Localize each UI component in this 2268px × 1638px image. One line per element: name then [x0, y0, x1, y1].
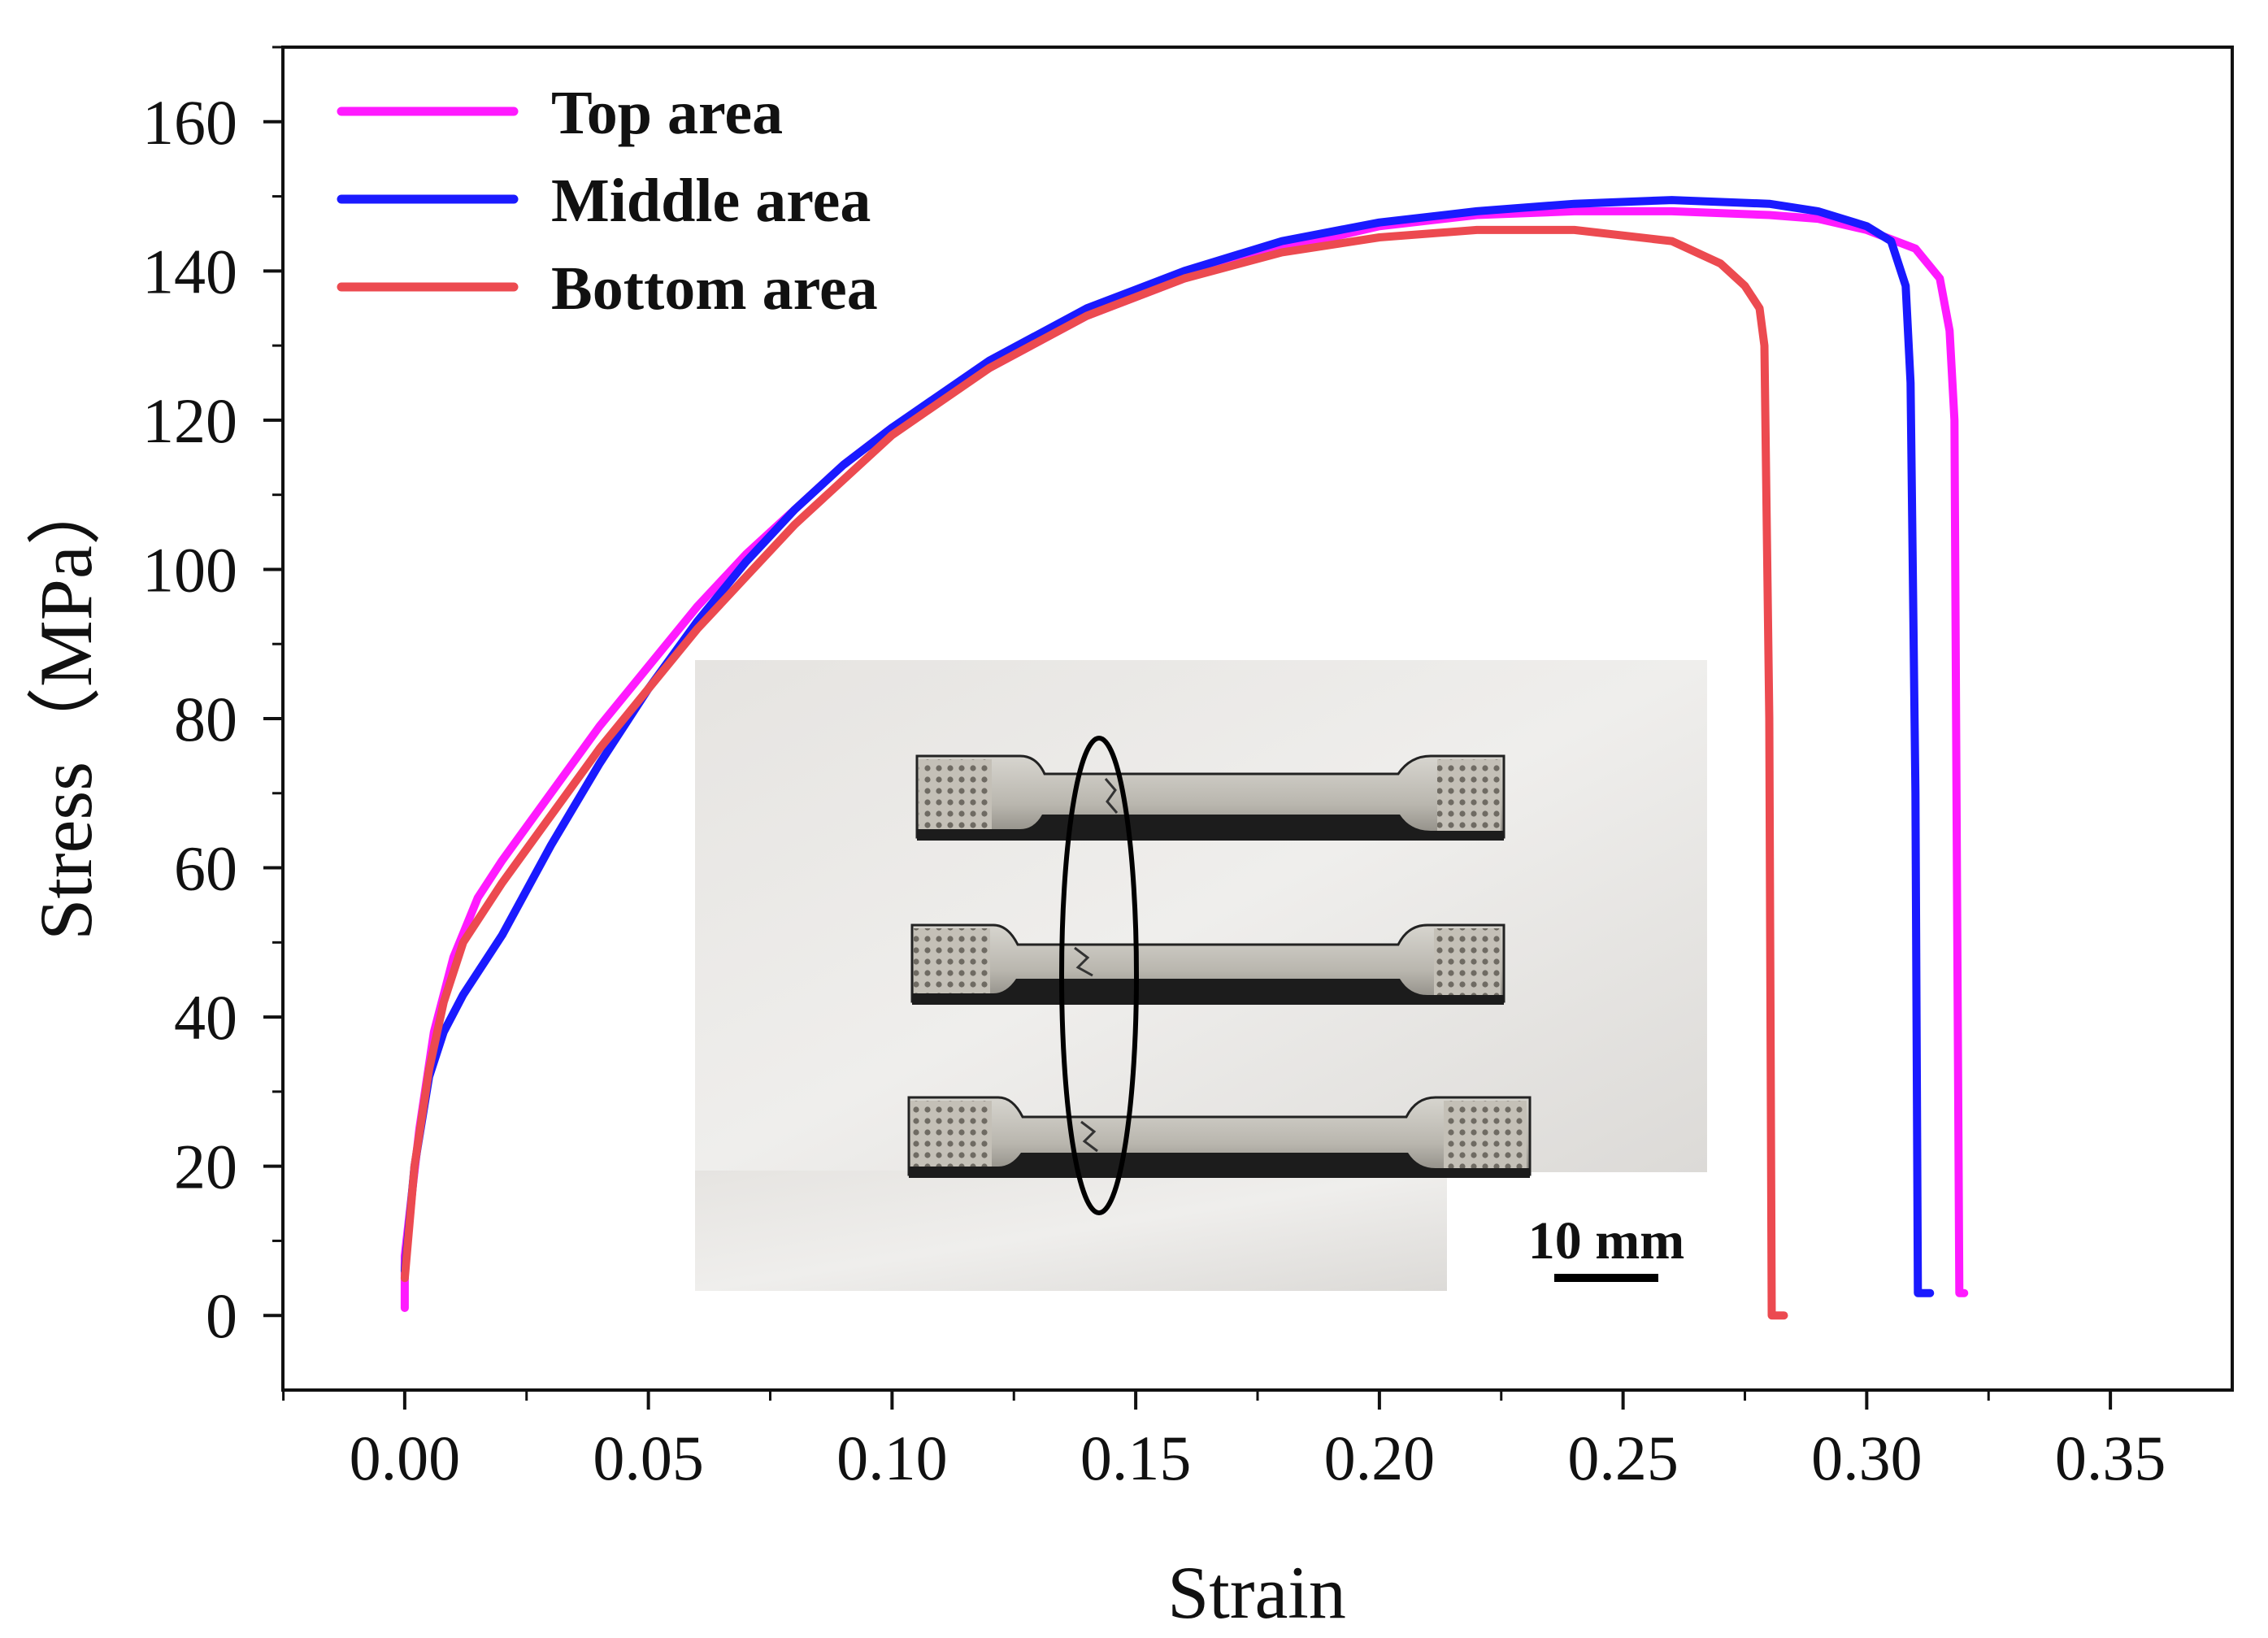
x-axis-title: Strain — [1167, 1551, 1346, 1634]
inset-photo — [695, 660, 1707, 1291]
x-tick-label: 0.15 — [1080, 1423, 1192, 1493]
specimen-bottom — [907, 1096, 1532, 1178]
y-tick-label: 160 — [142, 87, 237, 158]
inset-scale-label: 10 mm — [1528, 1211, 1684, 1271]
x-tick-label: 0.25 — [1567, 1423, 1679, 1493]
x-tick-label: 0.00 — [350, 1423, 461, 1493]
x-tick-label: 0.10 — [836, 1423, 948, 1493]
legend-label-top-area: Top area — [551, 79, 783, 147]
y-tick-label: 100 — [142, 534, 237, 605]
y-tick-label: 140 — [142, 236, 237, 306]
y-tick-label: 20 — [174, 1132, 237, 1202]
y-tick-label: 80 — [174, 684, 237, 754]
y-tick-label: 120 — [142, 385, 237, 456]
x-tick-label: 0.20 — [1324, 1423, 1436, 1493]
legend-label-bottom-area: Bottom area — [551, 254, 878, 323]
inset-photo-background-lower — [695, 1171, 1447, 1291]
fracture-highlight-ellipse — [1059, 736, 1139, 1215]
legend-label-middle-area: Middle area — [551, 167, 871, 235]
series-layer — [400, 196, 1969, 1320]
specimen-top — [915, 754, 1505, 841]
y-tick-label: 0 — [206, 1280, 237, 1351]
y-tick-label: 60 — [174, 833, 237, 904]
inset-photo-background — [695, 660, 1707, 1172]
y-axis-title: Stress（MPa） — [24, 471, 107, 941]
y-tick-label: 40 — [174, 982, 237, 1053]
axes-layer: 0.00 0.05 0.10 0.15 0.20 0.25 0.30 0.35 0 20 40 60 8… — [142, 46, 2166, 1493]
series-line-middle-area — [400, 196, 1935, 1297]
x-tick-label: 0.30 — [1811, 1423, 1923, 1493]
x-tick-label: 0.35 — [2055, 1423, 2166, 1493]
series-line-bottom-area — [400, 225, 1788, 1320]
legend: Top area Middle area Bottom area — [337, 79, 878, 323]
x-tick-label: 0.05 — [593, 1423, 704, 1493]
